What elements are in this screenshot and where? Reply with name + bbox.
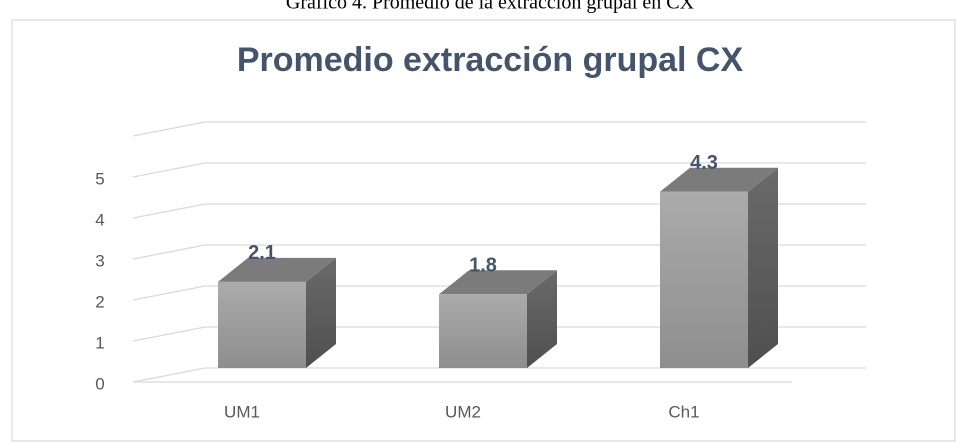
chart-frame (11, 19, 956, 442)
bar (439, 270, 557, 368)
y-tick-label: 2 (95, 292, 104, 311)
y-tick-label: 3 (95, 251, 104, 270)
grid-line (132, 285, 866, 301)
bar-front (439, 294, 527, 368)
grid-line (132, 244, 866, 260)
y-tick-label: 1 (95, 333, 104, 352)
x-tick-label: Ch1 (668, 402, 699, 421)
caption: Gráfico 4. Promedio de la extracción gru… (286, 0, 695, 14)
value-label: 2.1 (248, 242, 276, 264)
bar-front (218, 281, 306, 368)
grid-line (132, 162, 866, 178)
grid-line (132, 367, 866, 383)
bar-side (527, 270, 557, 368)
bar-side (306, 257, 336, 368)
grid-line (132, 121, 866, 137)
x-tick-label: UM2 (445, 402, 481, 421)
x-tick-label: UM1 (224, 402, 260, 421)
y-tick-label: 5 (95, 169, 104, 188)
bar-top (218, 257, 336, 282)
bar-top (439, 270, 557, 295)
value-label: 1.8 (469, 254, 497, 276)
grid-line (132, 203, 866, 219)
bar-side (748, 167, 778, 368)
grid-line (132, 326, 866, 342)
bar (218, 257, 336, 368)
bar-top (660, 167, 778, 192)
bar (660, 167, 778, 368)
chart-title: Promedio extracción grupal CX (237, 41, 744, 79)
bar-front (660, 191, 748, 368)
y-tick-label: 0 (95, 374, 104, 393)
y-tick-label: 4 (95, 210, 104, 229)
value-label: 4.3 (690, 152, 718, 174)
